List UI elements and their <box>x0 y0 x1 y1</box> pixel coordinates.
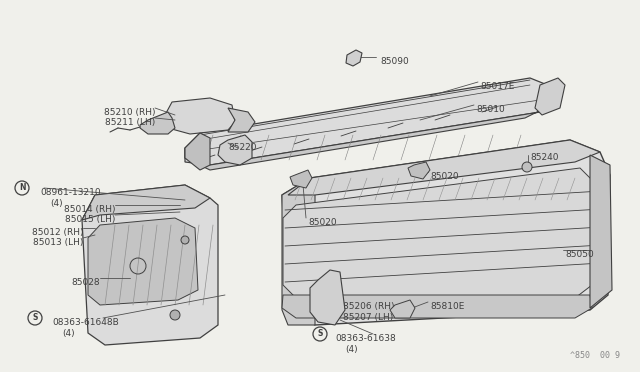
Circle shape <box>522 162 532 172</box>
Polygon shape <box>310 270 345 325</box>
Polygon shape <box>535 78 565 115</box>
Text: 85206 (RH): 85206 (RH) <box>343 302 394 311</box>
Text: (4): (4) <box>345 345 358 354</box>
Text: 85220: 85220 <box>228 143 257 152</box>
Text: 85240: 85240 <box>530 153 559 162</box>
Polygon shape <box>228 108 255 132</box>
Polygon shape <box>282 140 610 325</box>
Polygon shape <box>185 78 555 165</box>
Circle shape <box>170 310 180 320</box>
Polygon shape <box>290 170 312 188</box>
Polygon shape <box>82 185 218 345</box>
Polygon shape <box>82 185 210 220</box>
Polygon shape <box>88 218 198 305</box>
Polygon shape <box>288 140 600 195</box>
Text: 08363-61648B: 08363-61648B <box>52 318 119 327</box>
Polygon shape <box>185 98 555 170</box>
Text: 85015 (LH): 85015 (LH) <box>65 215 115 224</box>
Text: 85090: 85090 <box>380 57 409 66</box>
Circle shape <box>181 236 189 244</box>
Text: 85810E: 85810E <box>430 302 465 311</box>
Text: N: N <box>19 183 25 192</box>
Polygon shape <box>282 295 592 318</box>
Text: 85028: 85028 <box>72 278 100 287</box>
Text: 85020: 85020 <box>308 218 337 227</box>
Polygon shape <box>185 133 210 170</box>
Polygon shape <box>282 178 315 325</box>
Text: (4): (4) <box>62 329 75 338</box>
Text: 85013 (LH): 85013 (LH) <box>33 238 83 247</box>
Text: 85014 (RH): 85014 (RH) <box>63 205 115 214</box>
Polygon shape <box>165 98 235 134</box>
Text: 85207 (LH): 85207 (LH) <box>343 313 393 322</box>
Text: 08961-13210: 08961-13210 <box>40 188 100 197</box>
Text: 85020: 85020 <box>430 172 459 181</box>
Text: 85211 (LH): 85211 (LH) <box>105 118 155 127</box>
Polygon shape <box>283 168 592 298</box>
Polygon shape <box>140 112 175 134</box>
Polygon shape <box>218 135 252 165</box>
Polygon shape <box>590 155 612 308</box>
Text: 85210 (RH): 85210 (RH) <box>104 108 155 117</box>
Text: 85012 (RH): 85012 (RH) <box>31 228 83 237</box>
Polygon shape <box>390 300 415 318</box>
Text: 85017E: 85017E <box>480 82 515 91</box>
Text: 08363-61638: 08363-61638 <box>335 334 396 343</box>
Text: (4): (4) <box>50 199 63 208</box>
Text: 85050: 85050 <box>565 250 594 259</box>
Text: S: S <box>32 314 38 323</box>
Polygon shape <box>346 50 362 66</box>
Polygon shape <box>408 162 430 179</box>
Text: 85010: 85010 <box>476 105 505 114</box>
Text: S: S <box>317 330 323 339</box>
Text: ^850  00 9: ^850 00 9 <box>570 351 620 360</box>
